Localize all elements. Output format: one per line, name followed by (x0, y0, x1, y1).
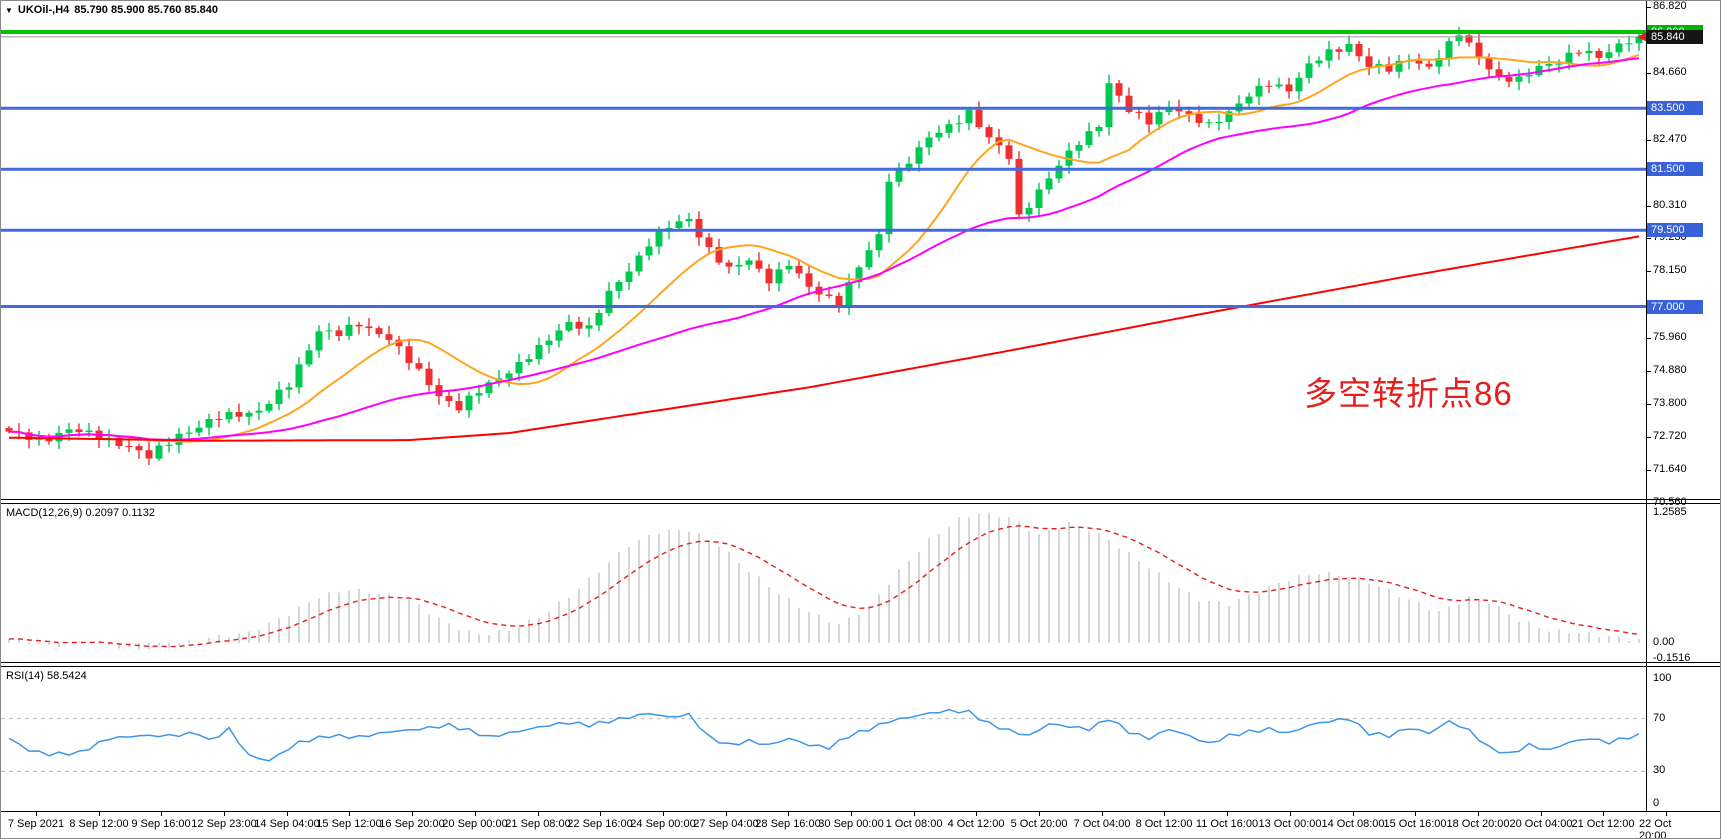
time-tick-label: 11 Oct 16:00 (1195, 818, 1259, 830)
last-price-arrow (1637, 32, 1646, 42)
time-tick-label: 15 Sep 12:00 (316, 818, 382, 830)
slow-ma-line (8, 235, 1640, 442)
price-tick-label: 71.640 (1653, 463, 1687, 475)
price-tick-label: 84.660 (1653, 66, 1687, 78)
rsi-tick-label: 70 (1653, 712, 1666, 724)
panel-separator[interactable] (1, 662, 1720, 663)
price-tick-label: 73.800 (1653, 397, 1687, 409)
time-tick-label: 14 Sep 04:00 (254, 818, 320, 830)
macd-tick-label: 1.2585 (1653, 506, 1687, 518)
price-axis-line (1646, 1, 1647, 811)
time-tick-label: 20 Sep 00:00 (442, 818, 508, 830)
panel-separator[interactable] (1, 503, 1720, 504)
time-tick-label: 7 Sep 2021 (7, 818, 65, 830)
rsi-indicator-label: RSI(14) 58.5424 (6, 670, 87, 682)
price-badge-77.000: 77.000 (1647, 300, 1703, 314)
time-tick-label: 8 Sep 12:00 (69, 818, 129, 830)
rsi-line (8, 708, 1640, 762)
time-tick-label: 21 Sep 08:00 (505, 818, 571, 830)
quote-values: 85.790 85.900 85.760 85.840 (74, 4, 219, 16)
price-tick-label: 72.720 (1653, 430, 1687, 442)
moving-averages-layer (8, 53, 1640, 443)
price-badge-85.840: 85.840 (1647, 30, 1703, 44)
time-tick-label: 28 Sep 16:00 (755, 818, 821, 830)
hlines-layer[interactable] (1, 30, 1646, 308)
rsi-tick-label: 30 (1653, 764, 1666, 776)
rsi-tick-label: 100 (1653, 672, 1672, 684)
time-tick-label: 5 Oct 20:00 (1010, 818, 1068, 830)
price-tick-label: 80.310 (1653, 199, 1687, 211)
panel-separator[interactable] (1, 499, 1720, 500)
chart-text-annotation[interactable]: 多空转折点86 (1304, 375, 1513, 412)
price-tick-label: 86.820 (1653, 0, 1687, 12)
time-tick-label: 20 Oct 04:00 (1509, 818, 1573, 830)
price-badge-79.500: 79.500 (1647, 223, 1703, 237)
time-tick-label: 1 Oct 08:00 (885, 818, 943, 830)
rsi-tick-label: 0 (1653, 797, 1660, 809)
macd-tick-label: -0.1516 (1653, 652, 1691, 664)
price-tick-label: 75.960 (1653, 331, 1687, 343)
time-tick-label: 22 Sep 16:00 (567, 818, 633, 830)
candles-layer (5, 26, 1643, 466)
time-tick-label: 13 Oct 00:00 (1258, 818, 1322, 830)
time-tick-label: 12 Sep 23:00 (191, 818, 257, 830)
time-tick-label: 14 Oct 08:00 (1321, 818, 1385, 830)
price-badge-83.500: 83.500 (1647, 101, 1703, 115)
time-tick-label: 27 Sep 04:00 (693, 818, 759, 830)
mid-ma-line (8, 57, 1640, 441)
fast-ma-line (8, 53, 1640, 443)
price-tick-label: 74.880 (1653, 364, 1687, 376)
price-tick-label: 82.470 (1653, 133, 1687, 145)
time-tick-label: 30 Sep 00:00 (818, 818, 884, 830)
time-axis-line (1, 811, 1720, 812)
price-tick-label: 70.560 (1653, 496, 1687, 508)
time-tick-label: 9 Sep 16:00 (131, 818, 191, 830)
time-tick-label: 21 Oct 12:00 (1571, 818, 1635, 830)
price-tick-label: 78.150 (1653, 264, 1687, 276)
panel-separator[interactable] (1, 666, 1720, 667)
macd-signal-line (9, 525, 1640, 648)
time-tick-label: 18 Oct 20:00 (1446, 818, 1510, 830)
symbol-dropdown-icon[interactable]: ▼ (5, 6, 13, 15)
symbol-name: UKOil-,H4 (17, 4, 70, 16)
time-tick-label: 8 Oct 12:00 (1135, 818, 1193, 830)
time-tick-label: 15 Oct 16:00 (1383, 818, 1447, 830)
macd-tick-label: 0.00 (1653, 636, 1675, 648)
macd-indicator-label: MACD(12,26,9) 0.2097 0.1132 (6, 507, 155, 519)
time-tick-label: 22 Oct 20:00 (1639, 818, 1672, 839)
time-tick-label: 16 Sep 20:00 (379, 818, 445, 830)
macd-histogram (8, 512, 1640, 650)
time-tick-label: 7 Oct 04:00 (1073, 818, 1131, 830)
time-tick-label: 24 Sep 00:00 (630, 818, 696, 830)
symbol-title-bar: ▼ UKOil-,H4 85.790 85.900 85.760 85.840 (5, 4, 218, 17)
time-tick-label: 4 Oct 12:00 (947, 818, 1005, 830)
price-badge-81.500: 81.500 (1647, 162, 1703, 176)
